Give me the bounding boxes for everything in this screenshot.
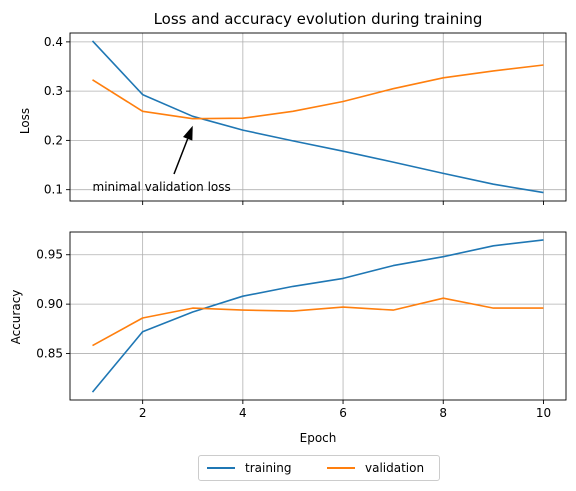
x-axis-label: Epoch [300,431,337,445]
loss-panel: 0.1 0.2 0.3 0.4 minimal validation loss [44,32,567,205]
chart-title: Loss and accuracy evolution during train… [154,10,483,28]
loss-axes-frame [69,32,567,202]
loss-series-validation [92,64,544,120]
loss-y-tick-label: 0.1 [44,183,63,197]
accuracy-x-tick-label: 6 [339,406,347,420]
accuracy-y-tick-label: 0.90 [36,297,63,311]
accuracy-panel: 2 4 6 8 10 0.85 0.90 0.95 [36,231,567,420]
legend-line-validation-icon [327,467,355,469]
accuracy-y-axis-label: Accuracy [9,290,23,345]
loss-y-tick-label: 0.3 [44,84,63,98]
legend-entry-training: training [207,456,292,480]
legend: training validation [198,455,440,481]
annotation-text: minimal validation loss [93,180,231,194]
annotation-arrow-head [183,125,193,141]
accuracy-series-training [91,239,544,393]
loss-y-axis-label: Loss [18,108,32,134]
accuracy-y-tick-label: 0.95 [36,248,63,262]
accuracy-x-tick-label: 10 [536,406,551,420]
loss-y-tick-label: 0.2 [44,133,63,147]
legend-entry-validation: validation [327,456,424,480]
accuracy-series-validation [92,297,544,347]
legend-line-training-icon [207,467,235,469]
accuracy-axes-frame [69,231,567,401]
legend-label-validation: validation [365,461,425,475]
accuracy-x-tick-label: 4 [239,406,247,420]
accuracy-y-tick-label: 0.85 [36,347,63,361]
legend-label-training: training [245,461,292,475]
accuracy-x-tick-label: 8 [439,406,447,420]
loss-y-tick-label: 0.4 [44,35,63,49]
loss-series-training [91,40,544,194]
accuracy-x-tick-label: 2 [139,406,147,420]
annotation-arrow-shaft [173,138,189,175]
